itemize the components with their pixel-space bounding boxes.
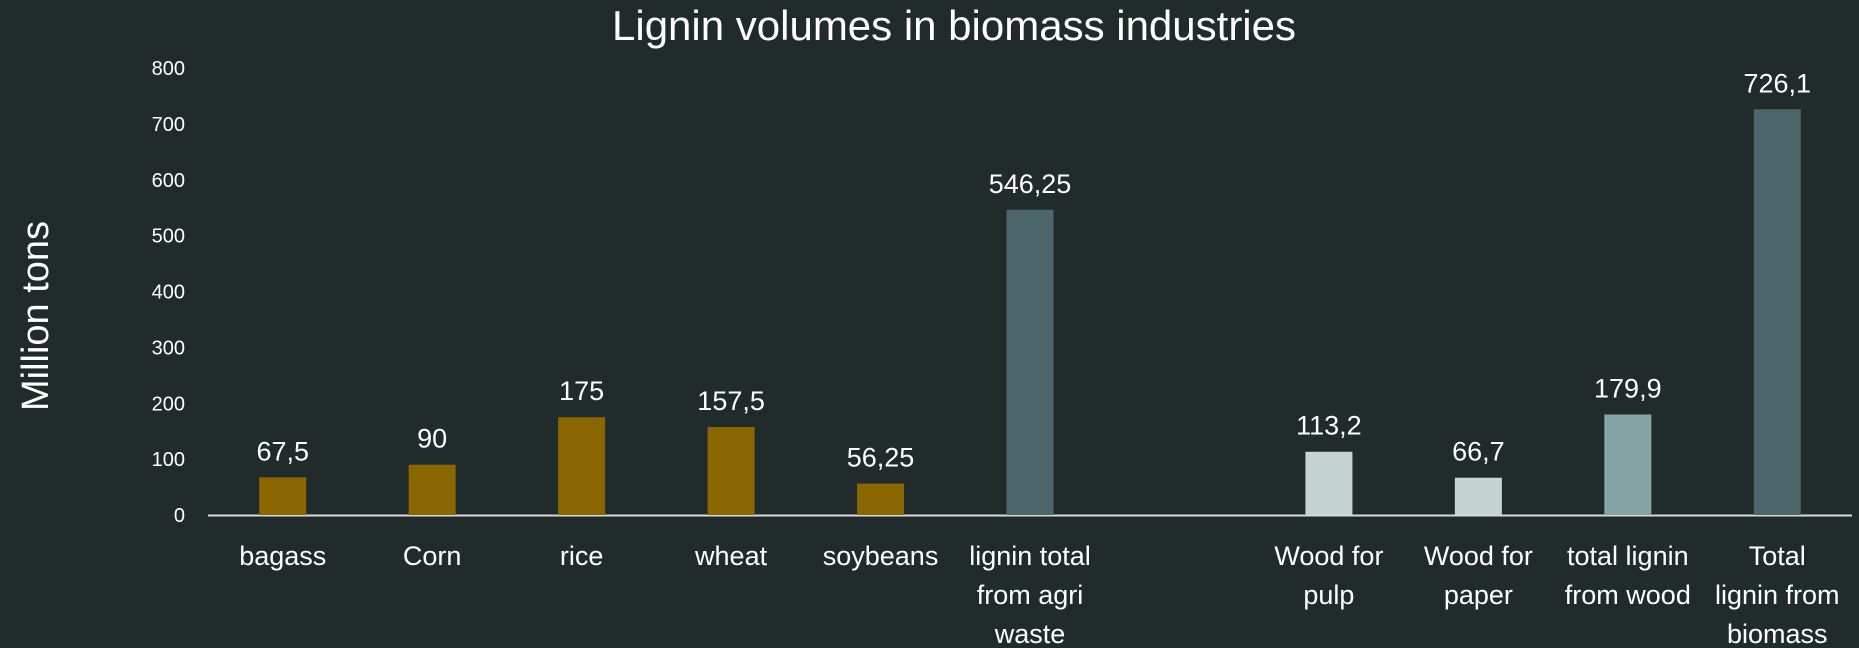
- x-tick-label-line: from agri: [977, 580, 1084, 610]
- x-tick-label: lignin total from agri waste: [969, 541, 1091, 648]
- x-tick-label: Total lignin from biomass: [1715, 541, 1840, 648]
- x-tick-label-line: Corn: [403, 541, 462, 571]
- x-tick-label: Wood for paper: [1424, 541, 1533, 610]
- x-tick-label: soybeans: [823, 541, 939, 571]
- x-tick-label: wheat: [694, 541, 768, 571]
- data-label: 67,5: [256, 436, 309, 466]
- y-tick-label: 0: [174, 505, 185, 527]
- x-tick-label: rice: [560, 541, 604, 571]
- bar: [1006, 209, 1054, 515]
- x-tick-label-line: biomass: [1727, 619, 1828, 648]
- x-tick-label-line: Wood for: [1424, 541, 1533, 571]
- y-tick-label: 100: [152, 449, 185, 471]
- x-tick-label: Wood for pulp: [1274, 541, 1383, 610]
- x-tick-label-line: pulp: [1303, 580, 1354, 610]
- bar: [857, 483, 905, 515]
- y-tick-label: 600: [152, 170, 185, 192]
- bar: [707, 426, 755, 515]
- x-tick-label-line: lignin from: [1715, 580, 1840, 610]
- x-tick-label-line: lignin total: [969, 541, 1091, 571]
- x-tick-label-line: Total: [1749, 541, 1806, 571]
- x-tick-label: Corn: [403, 541, 462, 571]
- x-tick-label-line: soybeans: [823, 541, 939, 571]
- y-tick-label: 500: [152, 226, 185, 248]
- data-label: 56,25: [847, 443, 915, 473]
- bar: [1305, 451, 1353, 515]
- bar: [1753, 109, 1801, 515]
- y-tick-label: 700: [152, 114, 185, 136]
- x-tick-label: total lignin from wood: [1565, 541, 1691, 610]
- data-label: 90: [417, 424, 447, 454]
- x-tick-label-line: wheat: [694, 541, 768, 571]
- data-label: 113,2: [1296, 411, 1362, 441]
- bar: [408, 464, 456, 515]
- chart-title: Lignin volumes in biomass industries: [612, 2, 1296, 49]
- data-label: 546,25: [989, 169, 1072, 199]
- y-tick-label: 200: [152, 393, 185, 415]
- x-tick-label-line: waste: [994, 619, 1066, 648]
- data-label: 726,1: [1743, 68, 1811, 98]
- data-labels: 67,5 90 175 157,5 56,25 546,25 113,2 66,7 179,9 7…: [256, 68, 1811, 472]
- data-label: 175: [559, 376, 604, 406]
- data-label: 66,7: [1452, 437, 1505, 467]
- y-axis-label: Million tons: [15, 221, 57, 411]
- x-axis-ticks: bagass Corn rice wheat soybeans lignin total f…: [239, 541, 1839, 648]
- data-label: 157,5: [697, 386, 765, 416]
- bar: [259, 477, 307, 515]
- y-axis-ticks: 0 100 200 300 400 500 600 700 800: [152, 58, 185, 527]
- x-tick-label-line: bagass: [239, 541, 326, 571]
- x-tick-label-line: rice: [560, 541, 604, 571]
- x-tick-label-line: Wood for: [1274, 541, 1383, 571]
- x-tick-label-line: total lignin: [1567, 541, 1689, 571]
- bar: [1604, 414, 1652, 515]
- bar: [558, 417, 606, 515]
- y-tick-label: 300: [152, 337, 185, 359]
- x-tick-label: bagass: [239, 541, 326, 571]
- data-label: 179,9: [1594, 373, 1662, 403]
- x-tick-label-line: paper: [1444, 580, 1513, 610]
- x-tick-label-line: from wood: [1565, 580, 1691, 610]
- y-tick-label: 800: [152, 58, 185, 80]
- y-tick-label: 400: [152, 282, 185, 304]
- bar: [1454, 477, 1502, 515]
- bars: [259, 109, 1801, 515]
